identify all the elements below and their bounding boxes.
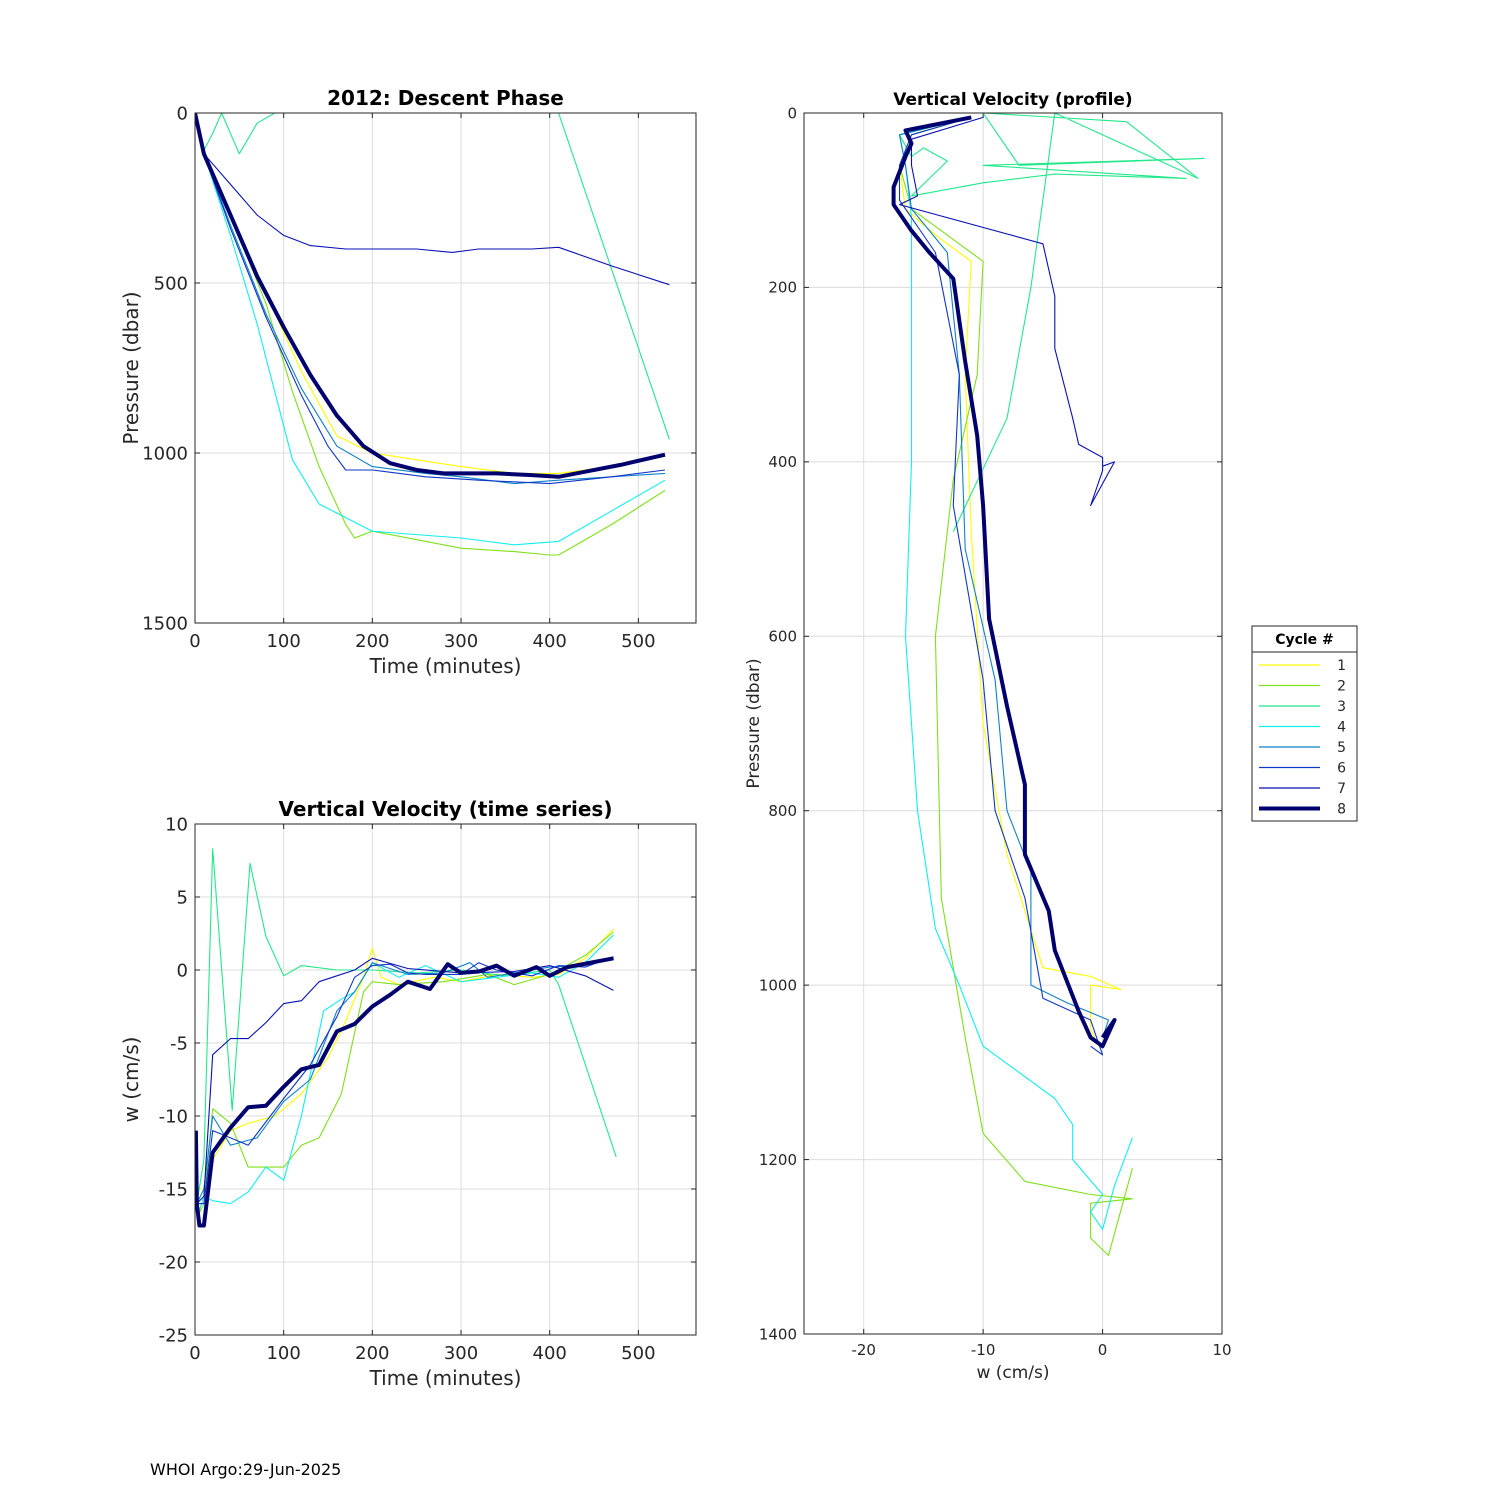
x-axis-label: Time (minutes) (369, 654, 522, 678)
legend-label-5: 5 (1337, 740, 1346, 756)
y-tick-label: -25 (159, 1325, 188, 1346)
series-line-cycle-1 (898, 116, 1122, 1043)
legend-label-7: 7 (1337, 781, 1346, 797)
y-tick-label: 5 (177, 887, 188, 908)
series-line-cycle-4 (196, 934, 614, 1219)
legend-title: Cycle # (1275, 632, 1334, 648)
y-tick-label: 1000 (759, 976, 797, 994)
y-tick-label: 1000 (142, 443, 188, 464)
x-tick-label: 200 (355, 1343, 389, 1364)
series-line-cycle-5 (195, 113, 666, 485)
series-line-cycle-3 (898, 113, 1205, 532)
x-tick-label: -10 (971, 1341, 996, 1359)
y-axis-label: Pressure (dbar) (744, 658, 764, 788)
x-tick-label: 400 (533, 1343, 567, 1364)
x-axis-label: Time (minutes) (369, 1366, 522, 1390)
series-line-cycle-7 (195, 113, 670, 286)
chart-1: 0 100 200 300 400 500 0 500 1000 1500 2012: Descen… (119, 86, 697, 678)
plot-area (195, 113, 696, 623)
y-tick-label: -10 (159, 1106, 188, 1127)
x-tick-label: 10 (1212, 1341, 1231, 1359)
x-tick-label: -20 (851, 1341, 876, 1359)
series-line-cycle-8 (195, 956, 614, 1228)
series-line-cycle-7 (898, 116, 1116, 507)
plot-area (195, 824, 696, 1335)
series-line-cycle-8 (195, 113, 666, 479)
x-tick-label: 500 (621, 631, 655, 652)
legend: Cycle #1 2 3 4 5 6 7 8 (1251, 625, 1358, 822)
series-line-cycle-5 (898, 116, 1110, 1038)
footer-text: WHOI Argo:29-Jun-2025 (150, 1460, 342, 1479)
y-axis-label: w (cm/s) (119, 1037, 143, 1123)
chart-title: 2012: Descent Phase (327, 86, 564, 110)
chart-title: Vertical Velocity (profile) (893, 90, 1132, 110)
y-tick-label: 0 (177, 103, 188, 124)
legend-label-3: 3 (1337, 699, 1346, 715)
y-tick-label: 400 (768, 453, 797, 471)
x-tick-label: 300 (444, 631, 478, 652)
y-tick-label: 1200 (759, 1151, 797, 1169)
y-tick-label: 0 (787, 104, 797, 122)
y-tick-label: 600 (768, 628, 797, 646)
y-tick-label: 200 (768, 279, 797, 297)
x-tick-label: 400 (533, 631, 567, 652)
y-tick-label: -20 (159, 1252, 188, 1273)
series-line-cycle-7 (196, 957, 614, 1204)
legend-label-8: 8 (1337, 802, 1346, 818)
series-line-cycle-6 (196, 956, 614, 1205)
y-tick-label: 10 (165, 814, 188, 835)
axes-box (194, 823, 697, 1336)
series-line-cycle-4 (195, 113, 666, 546)
series-line-cycle-8 (891, 115, 1117, 1049)
legend-label-4: 4 (1337, 720, 1346, 736)
x-tick-label: 100 (266, 631, 300, 652)
legend-label-1: 1 (1337, 658, 1346, 674)
x-tick-label: 0 (189, 1343, 200, 1364)
series-line-cycle-3 (195, 113, 670, 440)
chart-title: Vertical Velocity (time series) (279, 797, 613, 821)
x-tick-label: 100 (266, 1343, 300, 1364)
y-tick-label: 0 (177, 960, 188, 981)
x-axis-label: w (cm/s) (976, 1363, 1049, 1383)
y-tick-label: 1400 (759, 1325, 797, 1343)
y-axis-label: Pressure (dbar) (119, 291, 143, 444)
axes-box (803, 112, 1223, 1335)
y-tick-label: 1500 (142, 613, 188, 634)
x-tick-label: 500 (621, 1343, 655, 1364)
series-line-cycle-6 (195, 113, 666, 485)
y-tick-label: -5 (170, 1033, 188, 1054)
y-tick-label: 800 (768, 802, 797, 820)
axes-box (194, 112, 697, 624)
legend-label-6: 6 (1337, 761, 1346, 777)
x-tick-label: 0 (189, 631, 200, 652)
y-tick-label: -15 (159, 1179, 188, 1200)
chart-3: -20 -10 0 100200400600800100012001400Vertic… (744, 90, 1232, 1383)
chart-2: 0 100 200 300 400 500 10 5 0 -5 -10 -15 -20 -25 Vertic… (119, 797, 697, 1390)
x-tick-label: 200 (355, 631, 389, 652)
y-tick-label: 500 (154, 273, 188, 294)
x-tick-label: 300 (444, 1343, 478, 1364)
legend-label-2: 2 (1337, 679, 1346, 695)
x-tick-label: 0 (1098, 1341, 1108, 1359)
